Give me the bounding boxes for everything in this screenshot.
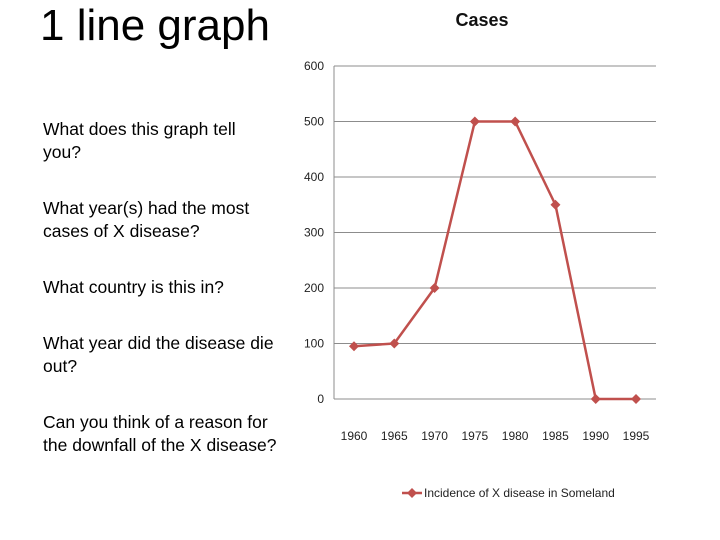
data-point	[631, 394, 641, 404]
legend: Incidence of X disease in Someland	[402, 486, 615, 500]
question-list: What does this graph tell you? What year…	[43, 118, 278, 490]
legend-label: Incidence of X disease in Someland	[424, 486, 615, 500]
x-tick-label: 1965	[381, 429, 408, 443]
chart-title: Cases	[455, 10, 508, 30]
y-tick-label: 400	[304, 170, 324, 184]
data-point	[510, 116, 521, 127]
data-point	[469, 116, 480, 127]
x-tick-label: 1985	[542, 429, 569, 443]
question-item: Can you think of a reason for the downfa…	[43, 412, 277, 455]
x-axis-ticks: 1960 1965 1970 1975 1980 1985 1990 1995	[341, 429, 650, 443]
data-point	[550, 199, 561, 210]
x-tick-label: 1960	[341, 429, 368, 443]
legend-swatch-marker	[407, 488, 417, 498]
x-tick-label: 1995	[623, 429, 650, 443]
grid	[334, 65, 656, 344]
y-tick-label: 100	[304, 337, 324, 351]
y-axis-ticks: 0 100 200 300 400 500 600	[304, 59, 324, 406]
data-point	[429, 283, 440, 293]
y-tick-label: 300	[304, 226, 324, 240]
question-item: What year(s) had the most cases of X dis…	[43, 198, 250, 241]
y-tick-label: 200	[304, 281, 324, 295]
x-tick-label: 1970	[421, 429, 448, 443]
x-tick-label: 1990	[582, 429, 609, 443]
question-item: What does this graph tell you?	[43, 119, 236, 162]
y-tick-label: 600	[304, 59, 324, 73]
x-tick-label: 1975	[462, 429, 489, 443]
data-point	[590, 394, 601, 404]
data-point	[389, 338, 400, 349]
question-item: What year did the disease die out?	[43, 333, 274, 376]
y-tick-label: 500	[304, 115, 324, 129]
x-tick-label: 1980	[502, 429, 529, 443]
series-line	[353, 120, 636, 401]
question-item: What country is this in?	[43, 277, 224, 297]
data-point	[349, 341, 359, 352]
slide-title: 1 line graph	[40, 1, 270, 50]
y-tick-label: 0	[317, 392, 324, 406]
series	[349, 116, 641, 404]
